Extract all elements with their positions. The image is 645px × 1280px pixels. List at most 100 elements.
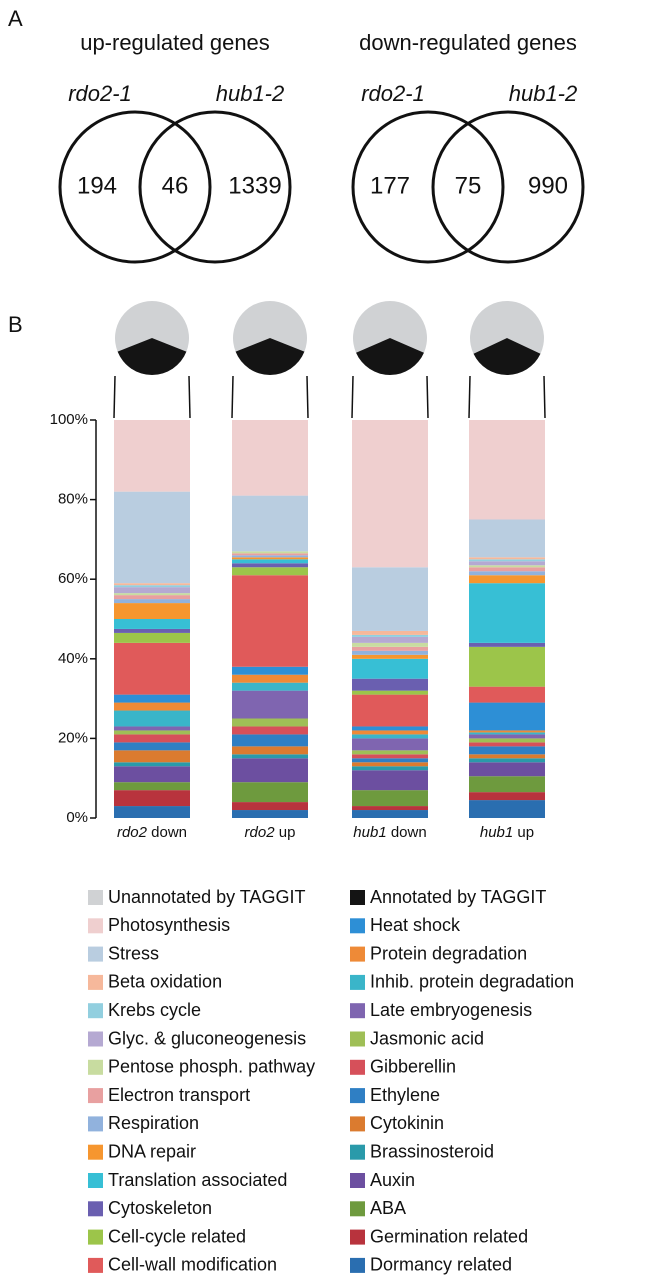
venn-circle xyxy=(351,110,505,264)
bar-segment xyxy=(352,766,428,771)
bar-segment xyxy=(232,559,308,564)
bar-segment xyxy=(232,575,308,667)
legend-label: Respiration xyxy=(108,1113,199,1133)
bar-segment xyxy=(352,694,428,727)
legend-label: Beta oxidation xyxy=(108,972,222,992)
panel-label: B xyxy=(8,312,23,337)
venn-count: 177 xyxy=(370,172,410,199)
bar-segment xyxy=(232,758,308,783)
legend-swatch xyxy=(88,1088,103,1104)
bar-segment xyxy=(114,619,190,629)
bar-segment xyxy=(232,726,308,735)
y-tick-label: 20% xyxy=(58,729,88,746)
bar-segment xyxy=(232,567,308,576)
bar-segment xyxy=(114,632,190,643)
legend-swatch xyxy=(88,1059,103,1075)
bar-segment xyxy=(352,690,428,695)
legend-swatch xyxy=(88,1229,103,1245)
connector xyxy=(543,375,546,419)
connector xyxy=(426,375,429,419)
bar-segment xyxy=(114,491,190,584)
bar-segment xyxy=(114,726,190,731)
bar-segment xyxy=(469,746,545,755)
bar-segment xyxy=(352,730,428,735)
legend-swatch xyxy=(88,1031,103,1047)
pie-slice xyxy=(235,338,305,375)
legend-swatch xyxy=(350,1059,365,1075)
x-tick-label: rdo2 up xyxy=(245,824,296,841)
bar-segment xyxy=(469,734,545,739)
bar-segment xyxy=(469,575,545,584)
set-label: hub1-2 xyxy=(216,81,285,106)
bar-segment xyxy=(114,595,190,600)
bar-segment xyxy=(352,654,428,659)
set-label: rdo2-1 xyxy=(68,81,132,106)
legend-swatch xyxy=(350,946,365,962)
bar-segment xyxy=(469,800,545,818)
bar-segment xyxy=(469,519,545,558)
legend-swatch xyxy=(88,946,103,962)
bar-segment xyxy=(469,702,545,731)
connector xyxy=(113,375,116,419)
bar-segment xyxy=(352,790,428,807)
legend-swatch xyxy=(350,1144,365,1160)
bar-segment xyxy=(114,603,190,619)
bar-segment xyxy=(114,734,190,743)
legend-label: Stress xyxy=(108,943,159,963)
bar-segment xyxy=(114,585,190,588)
legend-label: Glyc. & gluconeogenesis xyxy=(108,1028,306,1048)
pie-slice xyxy=(352,300,427,353)
y-tick-label: 80% xyxy=(58,491,88,508)
legend-swatch xyxy=(88,1173,103,1188)
venn-title: up-regulated genes xyxy=(80,30,270,55)
pie-slice xyxy=(232,300,307,352)
bar-segment xyxy=(352,770,428,791)
legend-label: Pentose phosph. pathway xyxy=(108,1057,315,1077)
y-tick-label: 40% xyxy=(58,650,88,667)
bar-segment xyxy=(232,690,308,719)
bar-segment xyxy=(352,758,428,763)
connector xyxy=(306,375,309,419)
pie-slice xyxy=(356,338,424,375)
bar-segment xyxy=(114,642,190,695)
bar-segment xyxy=(232,563,308,568)
legend-swatch xyxy=(350,890,365,905)
bar-segment xyxy=(469,762,545,777)
x-tick-label: hub1 up xyxy=(480,824,534,841)
bar-segment xyxy=(232,495,308,552)
bar-segment xyxy=(114,702,190,711)
bar-segment xyxy=(469,792,545,801)
legend-label: Gibberellin xyxy=(370,1057,456,1077)
legend-label: Cytoskeleton xyxy=(108,1198,212,1218)
legend-label: Cell-wall modification xyxy=(108,1255,277,1275)
legend-swatch xyxy=(350,1229,365,1245)
panel-label: A xyxy=(8,6,23,31)
bar-segment xyxy=(114,742,190,751)
bar-segment xyxy=(232,802,308,811)
bar-segment xyxy=(114,599,190,604)
legend-label: Germination related xyxy=(370,1226,528,1246)
legend-label: Cell-cycle related xyxy=(108,1226,246,1246)
legend-swatch xyxy=(88,974,103,990)
bar-segment xyxy=(114,420,190,492)
venn-count: 194 xyxy=(77,172,117,199)
bar-segment xyxy=(469,557,545,560)
bar-segment xyxy=(232,754,308,759)
legend-label: Photosynthesis xyxy=(108,915,230,935)
bar-segment xyxy=(352,734,428,739)
bar-segment xyxy=(352,726,428,731)
legend-swatch xyxy=(88,1144,103,1160)
venn-count: 1339 xyxy=(228,172,281,199)
venn-title: down-regulated genes xyxy=(359,30,577,55)
legend-label: Auxin xyxy=(370,1170,415,1190)
bar-segment xyxy=(114,766,190,783)
legend-label: Jasmonic acid xyxy=(370,1028,484,1048)
bar-segment xyxy=(352,650,428,655)
legend-swatch xyxy=(350,1257,365,1273)
bar-segment xyxy=(352,750,428,755)
bar-segment xyxy=(469,571,545,576)
bar-segment xyxy=(352,754,428,759)
bar-segment xyxy=(114,587,190,594)
legend-label: Inhib. protein degradation xyxy=(370,972,574,992)
bar-segment xyxy=(352,658,428,679)
